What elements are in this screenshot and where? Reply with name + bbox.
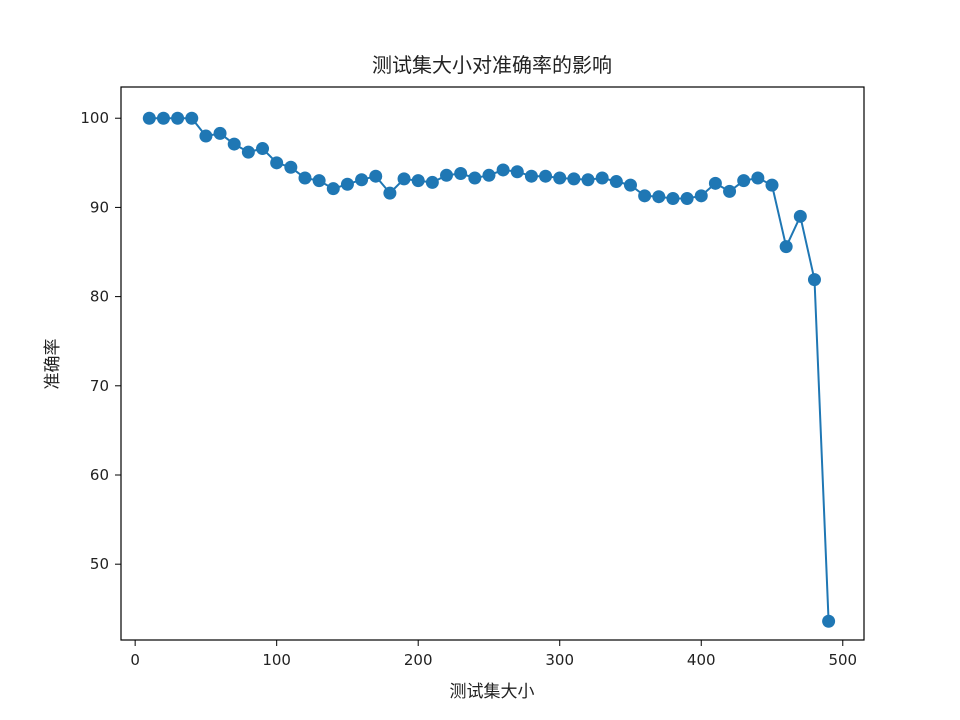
data-point: [440, 168, 454, 182]
data-point: [241, 145, 255, 159]
data-point: [312, 174, 326, 188]
x-tick-label: 100: [262, 651, 291, 669]
data-point: [355, 173, 369, 187]
plot-layer: 0 100 200 300 400 500 50 60 70 80 90 100: [80, 86, 865, 669]
data-point: [227, 137, 241, 151]
data-point: [524, 169, 538, 183]
data-point: [737, 174, 751, 188]
data-point: [510, 165, 524, 179]
chart-title: 测试集大小对准确率的影响: [372, 53, 612, 77]
data-point: [340, 177, 354, 191]
data-point: [454, 167, 468, 181]
x-tick-label: 200: [404, 651, 433, 669]
x-tick-label: 400: [687, 651, 716, 669]
data-point: [156, 111, 170, 125]
data-point: [694, 189, 708, 203]
data-point: [397, 172, 411, 186]
data-point: [468, 171, 482, 185]
data-point: [142, 111, 156, 125]
y-tick-label: 90: [90, 198, 109, 216]
data-point: [666, 191, 680, 205]
x-tick-label: 300: [545, 651, 574, 669]
data-point: [411, 174, 425, 188]
data-point: [708, 176, 722, 190]
data-point: [553, 171, 567, 185]
data-point: [213, 126, 227, 140]
data-point: [171, 111, 185, 125]
data-point: [496, 163, 510, 177]
data-point: [822, 614, 836, 628]
data-point: [680, 191, 694, 205]
y-tick-label: 100: [80, 109, 109, 127]
data-point: [270, 156, 284, 170]
data-point: [298, 171, 312, 185]
y-axis-label: 准确率: [43, 339, 63, 390]
data-point: [652, 190, 666, 204]
data-point: [539, 169, 553, 183]
plot-frame: [120, 86, 865, 641]
data-point: [793, 209, 807, 223]
data-point: [383, 186, 397, 200]
data-point: [256, 142, 270, 156]
data-point: [723, 184, 737, 198]
y-tick-label: 60: [90, 466, 109, 484]
data-point: [482, 168, 496, 182]
data-point: [595, 171, 609, 185]
data-point: [638, 189, 652, 203]
data-point: [779, 240, 793, 254]
x-axis-label: 测试集大小: [450, 682, 535, 702]
data-point: [751, 171, 765, 185]
data-point: [369, 169, 383, 183]
data-point: [623, 178, 637, 192]
x-tick-label: 0: [130, 651, 140, 669]
data-point: [326, 182, 340, 196]
data-point: [581, 173, 595, 187]
y-tick-label: 70: [90, 377, 109, 395]
data-point: [609, 175, 623, 189]
data-point: [765, 178, 779, 192]
y-tick-label: 80: [90, 288, 109, 306]
data-point: [807, 273, 821, 287]
x-tick-label: 500: [828, 651, 857, 669]
data-point: [185, 111, 199, 125]
data-point: [567, 172, 581, 186]
y-tick-label: 50: [90, 555, 109, 573]
data-point: [284, 160, 298, 174]
data-point: [199, 129, 213, 143]
data-point: [425, 175, 439, 189]
